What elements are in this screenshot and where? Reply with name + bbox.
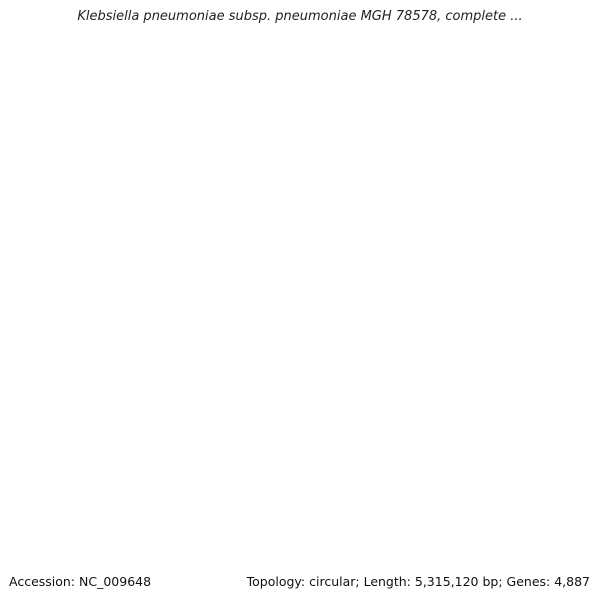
map-title: Klebsiella pneumoniae subsp. pneumoniae … (77, 9, 523, 24)
genome-summary-text: Topology: circular; Length: 5,315,120 bp… (246, 574, 590, 589)
accession-text: Accession: NC_009648 (9, 574, 152, 589)
